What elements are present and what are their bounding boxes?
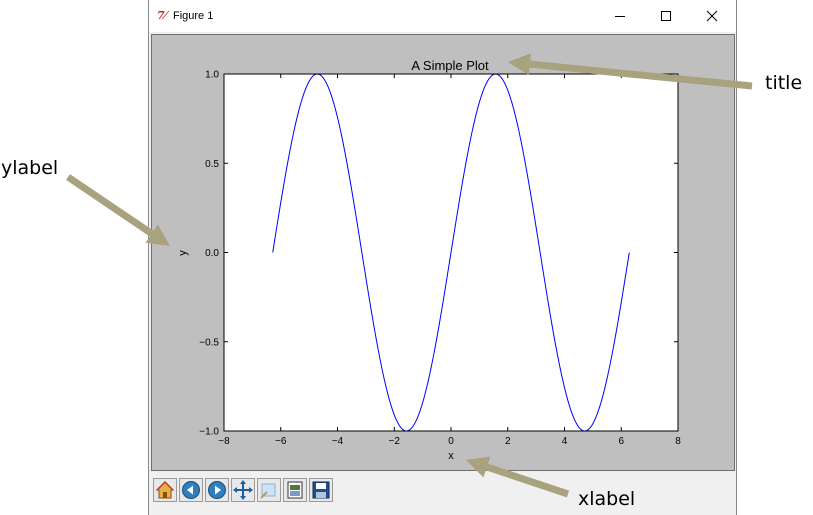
y-axis-label: y	[177, 250, 189, 256]
y-tick-label: 0.5	[205, 159, 219, 170]
window-title: Figure 1	[173, 10, 214, 22]
pan-icon	[233, 480, 253, 500]
x-tick-label: 8	[675, 436, 681, 447]
x-tick-label: −4	[332, 436, 344, 447]
plot-axes-frame	[223, 73, 679, 432]
xlabel-annotation-label: xlabel	[578, 488, 636, 510]
zoom-button[interactable]	[257, 478, 281, 502]
title-annotation-label: title	[765, 72, 803, 94]
x-tick-label: −6	[275, 436, 287, 447]
close-icon	[706, 10, 718, 22]
back-icon	[182, 481, 200, 499]
x-tick-label: 2	[505, 436, 511, 447]
back-button[interactable]	[179, 478, 203, 502]
x-axis-label: x	[448, 450, 454, 462]
sine-series-line	[272, 73, 630, 432]
matplotlib-app-icon: 7⁄	[157, 9, 167, 22]
x-tick-label: −8	[218, 436, 230, 447]
y-tick-label: −0.5	[199, 337, 219, 348]
x-tick-label: 0	[448, 436, 454, 447]
navigation-toolbar	[149, 474, 736, 515]
pan-button[interactable]	[231, 478, 255, 502]
chart-title: A Simple Plot	[411, 58, 489, 73]
minimize-icon	[615, 16, 625, 17]
home-icon	[155, 481, 175, 499]
ylabel-annotation-label: ylabel	[1, 157, 59, 179]
y-tick-label: 0.0	[205, 248, 219, 259]
y-tick-label: −1.0	[199, 427, 219, 438]
subplots-icon	[287, 481, 303, 499]
home-button[interactable]	[153, 478, 177, 502]
y-tick-label: 1.0	[205, 70, 219, 81]
x-tick-label: 6	[618, 436, 624, 447]
save-icon	[312, 481, 330, 499]
forward-icon	[208, 481, 226, 499]
maximize-icon	[661, 11, 671, 21]
x-tick-label: −2	[389, 436, 401, 447]
x-tick-label: 4	[562, 436, 568, 447]
minimize-button[interactable]	[597, 0, 643, 32]
subplots-button[interactable]	[283, 478, 307, 502]
forward-button[interactable]	[205, 478, 229, 502]
close-button[interactable]	[689, 0, 735, 32]
zoom-icon	[260, 483, 276, 499]
axis-ticks: −8 −6 −4 −2 0 2 4 6 8 −1.0 −0.5 0.0 0.5 1.0	[199, 70, 681, 448]
title-bar[interactable]: 7⁄ Figure 1	[149, 0, 736, 32]
maximize-button[interactable]	[643, 0, 689, 32]
save-button[interactable]	[309, 478, 333, 502]
